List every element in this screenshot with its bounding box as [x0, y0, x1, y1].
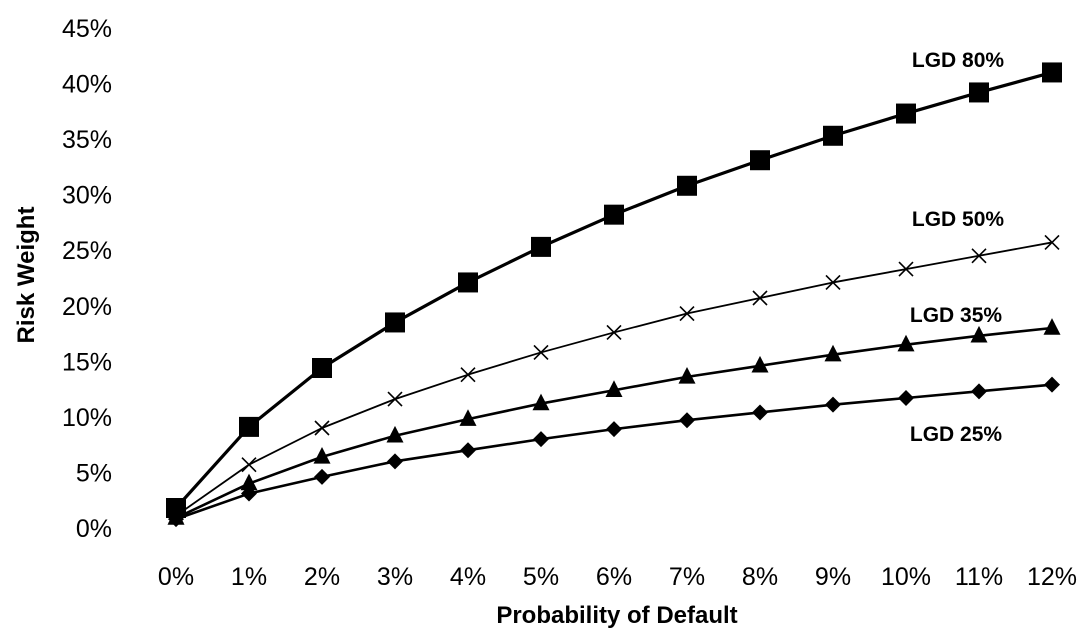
series-lines — [174, 70, 1053, 521]
x-tick-label: 3% — [377, 563, 413, 591]
series-label: LGD 25% — [910, 423, 1003, 446]
x-marker — [1044, 234, 1060, 251]
diamond-marker — [752, 404, 768, 421]
square-marker — [677, 175, 697, 196]
diamond-marker — [533, 431, 549, 448]
triangle-marker — [240, 473, 258, 491]
y-tick-label: 35% — [62, 126, 112, 154]
diamond-marker — [460, 442, 476, 459]
triangle-marker — [678, 366, 696, 384]
x-marker — [752, 290, 768, 306]
series-markers — [166, 62, 1062, 528]
x-marker — [387, 391, 403, 407]
triangle-marker — [386, 425, 404, 443]
x-tick-label: 5% — [523, 563, 559, 591]
diamond-marker — [1044, 376, 1060, 393]
triangle-marker — [897, 334, 915, 352]
square-marker — [604, 204, 624, 225]
diamond-marker — [241, 485, 257, 502]
y-tick-label: 15% — [62, 348, 112, 376]
x-tick-label: 11% — [955, 563, 1003, 591]
x-marker — [606, 324, 622, 341]
series-labels: LGD 80% LGD 50% LGD 35% LGD 25% — [910, 49, 1005, 446]
x-marker — [241, 457, 257, 473]
x-axis-tick-labels: 0% 1% 2% 3% 4% 5% 6% 7% 8% 9% 10% 11% 12% — [158, 563, 1077, 591]
x-marker — [460, 367, 476, 383]
triangle-marker — [605, 380, 623, 397]
square-marker — [969, 82, 989, 103]
x-tick-label: 0% — [158, 563, 194, 591]
square-marker — [750, 150, 770, 171]
series-label: LGD 80% — [912, 49, 1005, 72]
square-marker — [312, 358, 332, 378]
x-marker — [314, 420, 330, 436]
square-marker — [1042, 62, 1062, 83]
triangle-marker — [313, 446, 331, 464]
x-tick-label: 1% — [231, 563, 267, 591]
x-tick-label: 7% — [669, 563, 705, 591]
x-marker — [971, 248, 987, 264]
diamond-marker — [679, 412, 695, 429]
square-marker — [531, 236, 551, 257]
square-marker — [385, 312, 405, 333]
series-line — [175, 383, 1053, 521]
x-marker — [825, 274, 841, 291]
y-axis-tick-labels: 0% 5% 10% 15% 20% 25% 30% 35% 40% 45% — [62, 15, 112, 543]
x-tick-label: 12% — [1027, 563, 1077, 591]
x-axis-title: Probability of Default — [496, 602, 737, 629]
square-marker — [823, 125, 843, 146]
diamond-marker — [898, 390, 914, 406]
y-tick-label: 5% — [76, 459, 112, 487]
x-tick-label: 6% — [596, 563, 632, 591]
y-tick-label: 45% — [62, 15, 112, 43]
x-tick-label: 9% — [815, 563, 851, 591]
diamond-marker — [314, 468, 330, 485]
y-tick-label: 40% — [62, 71, 112, 99]
triangle-marker — [751, 355, 769, 373]
x-tick-label: 4% — [450, 563, 486, 591]
y-tick-label: 10% — [62, 404, 112, 432]
diamond-marker — [971, 383, 987, 400]
diamond-marker — [387, 453, 403, 470]
y-axis-title: Risk Weight — [13, 207, 40, 344]
triangle-marker — [532, 393, 550, 411]
x-tick-label: 2% — [304, 563, 340, 591]
x-marker — [533, 344, 549, 361]
series-label: LGD 35% — [910, 304, 1003, 327]
triangle-marker — [824, 344, 842, 362]
x-tick-label: 8% — [742, 563, 778, 591]
y-tick-label: 30% — [62, 182, 112, 210]
square-marker — [896, 103, 916, 124]
triangle-marker — [970, 325, 988, 343]
diamond-marker — [168, 511, 184, 528]
diamond-marker — [606, 421, 622, 438]
x-marker — [898, 261, 914, 277]
triangle-marker — [1043, 318, 1061, 335]
square-marker — [166, 498, 186, 518]
y-tick-label: 20% — [62, 293, 112, 321]
series-label: LGD 50% — [912, 208, 1005, 231]
square-marker — [239, 416, 259, 437]
diamond-marker — [825, 396, 841, 413]
x-marker — [679, 305, 695, 322]
y-tick-label: 25% — [62, 237, 112, 265]
x-tick-label: 10% — [881, 563, 931, 591]
square-marker — [458, 272, 478, 293]
y-tick-label: 0% — [76, 515, 112, 543]
triangle-marker — [459, 409, 477, 426]
